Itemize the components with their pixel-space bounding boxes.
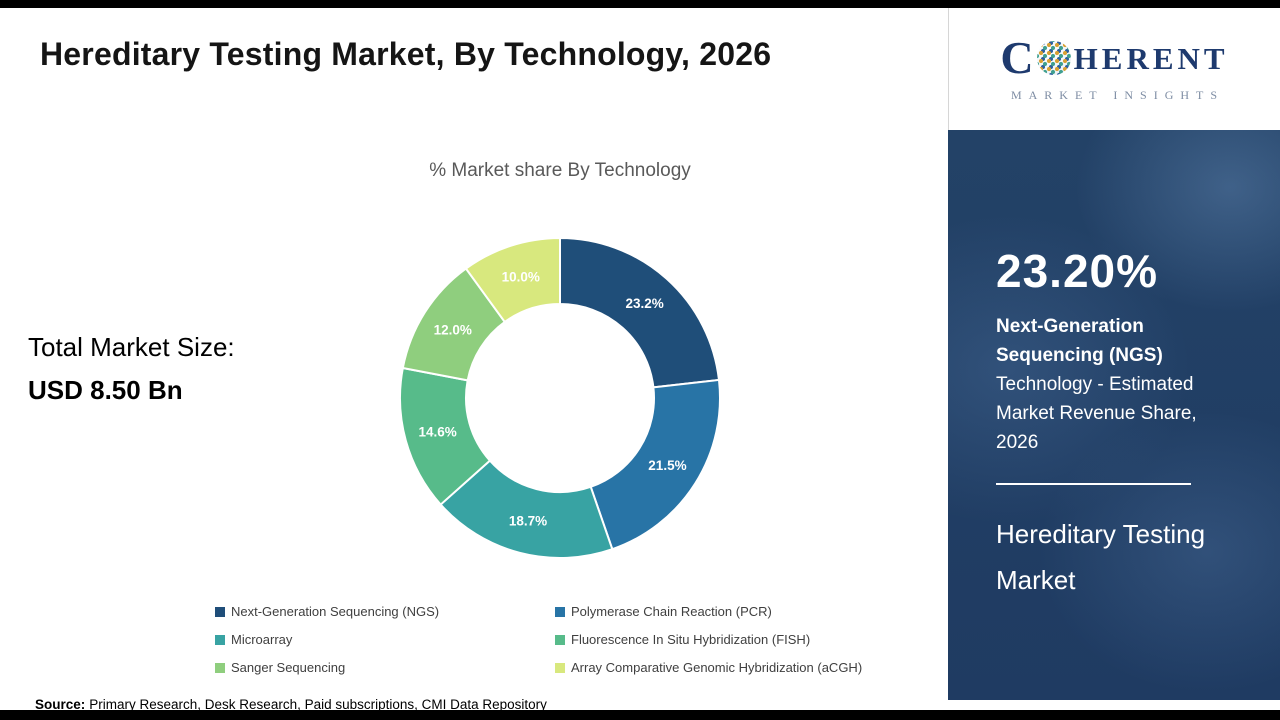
legend-item: Fluorescence In Situ Hybridization (FISH… xyxy=(555,632,862,647)
legend-item: Array Comparative Genomic Hybridization … xyxy=(555,660,862,675)
highlight-stat: 23.20% xyxy=(996,245,1159,297)
donut-segment-label: 23.2% xyxy=(625,296,663,311)
sidebar: C HERENT MARKET INSIGHTS 23.20% Next-Gen… xyxy=(948,8,1280,710)
donut-segment xyxy=(589,378,721,551)
legend-label: Microarray xyxy=(231,632,293,647)
donut-chart: 23.2% 21.5% 18.7% 14.6% 12.0% 10.0% xyxy=(399,237,721,559)
logo: C HERENT MARKET INSIGHTS xyxy=(948,8,1280,130)
source-label: Source: xyxy=(35,697,86,712)
source-text: Primary Research, Desk Research, Paid su… xyxy=(89,697,547,712)
total-market-value: USD 8.50 Bn xyxy=(28,375,183,405)
page-title: Hereditary Testing Market, By Technology… xyxy=(40,36,772,72)
legend-swatch xyxy=(555,606,565,617)
logo-tagline: MARKET INSIGHTS xyxy=(1010,88,1225,102)
logo-wordmark-rest: HERENT xyxy=(1073,40,1229,76)
chart-title: % Market share By Technology xyxy=(429,160,691,181)
highlight-description: Next-Generation Sequencing (NGS) Technol… xyxy=(996,312,1231,457)
legend-item: Microarray xyxy=(215,632,555,647)
legend-item: Polymerase Chain Reaction (PCR) xyxy=(555,604,862,619)
donut-segment-label: 18.7% xyxy=(509,513,547,528)
donut-segment-label: 12.0% xyxy=(434,322,472,337)
legend-label: Sanger Sequencing xyxy=(231,660,346,675)
donut-segment xyxy=(464,237,561,323)
highlight-description-bold: Next-Generation Sequencing (NGS) xyxy=(996,316,1163,366)
donut-segment xyxy=(559,237,720,389)
chart-legend: Next-Generation Sequencing (NGS) Polymera… xyxy=(215,604,862,675)
legend-label: Next-Generation Sequencing (NGS) xyxy=(231,604,440,619)
donut-segment-label: 10.0% xyxy=(502,270,540,285)
legend-swatch xyxy=(555,634,565,645)
legend-label: Fluorescence In Situ Hybridization (FISH… xyxy=(571,632,811,647)
bottom-border xyxy=(0,710,1280,720)
legend-swatch xyxy=(215,634,225,645)
market-name: Hereditary Testing Market xyxy=(996,518,1206,595)
legend-item: Sanger Sequencing xyxy=(215,660,555,675)
divider-line xyxy=(996,483,1191,485)
logo-globe-icon xyxy=(1036,41,1071,75)
highlight-panel: 23.20% Next-Generation Sequencing (NGS) … xyxy=(948,130,1280,700)
highlight-description-rest: Technology - Estimated Market Revenue Sh… xyxy=(996,374,1197,453)
legend-swatch xyxy=(215,606,225,617)
legend-label: Array Comparative Genomic Hybridization … xyxy=(571,660,863,675)
logo-letter-c: C xyxy=(1000,32,1034,83)
total-market-label: Total Market Size: xyxy=(28,332,235,362)
legend-swatch xyxy=(215,662,225,673)
legend-label: Polymerase Chain Reaction (PCR) xyxy=(571,604,772,619)
logo-wordmark: C HERENT xyxy=(1000,35,1228,81)
donut-segment-label: 21.5% xyxy=(648,458,686,473)
donut-segment-label: 14.6% xyxy=(418,424,456,439)
source-note: Source: Primary Research, Desk Research, … xyxy=(35,697,547,712)
top-border xyxy=(0,0,1280,8)
legend-item: Next-Generation Sequencing (NGS) xyxy=(215,604,555,619)
total-market-size: Total Market Size: USD 8.50 Bn xyxy=(28,332,235,406)
chart-area: Hereditary Testing Market, By Technology… xyxy=(0,8,948,712)
legend-swatch xyxy=(555,662,565,673)
